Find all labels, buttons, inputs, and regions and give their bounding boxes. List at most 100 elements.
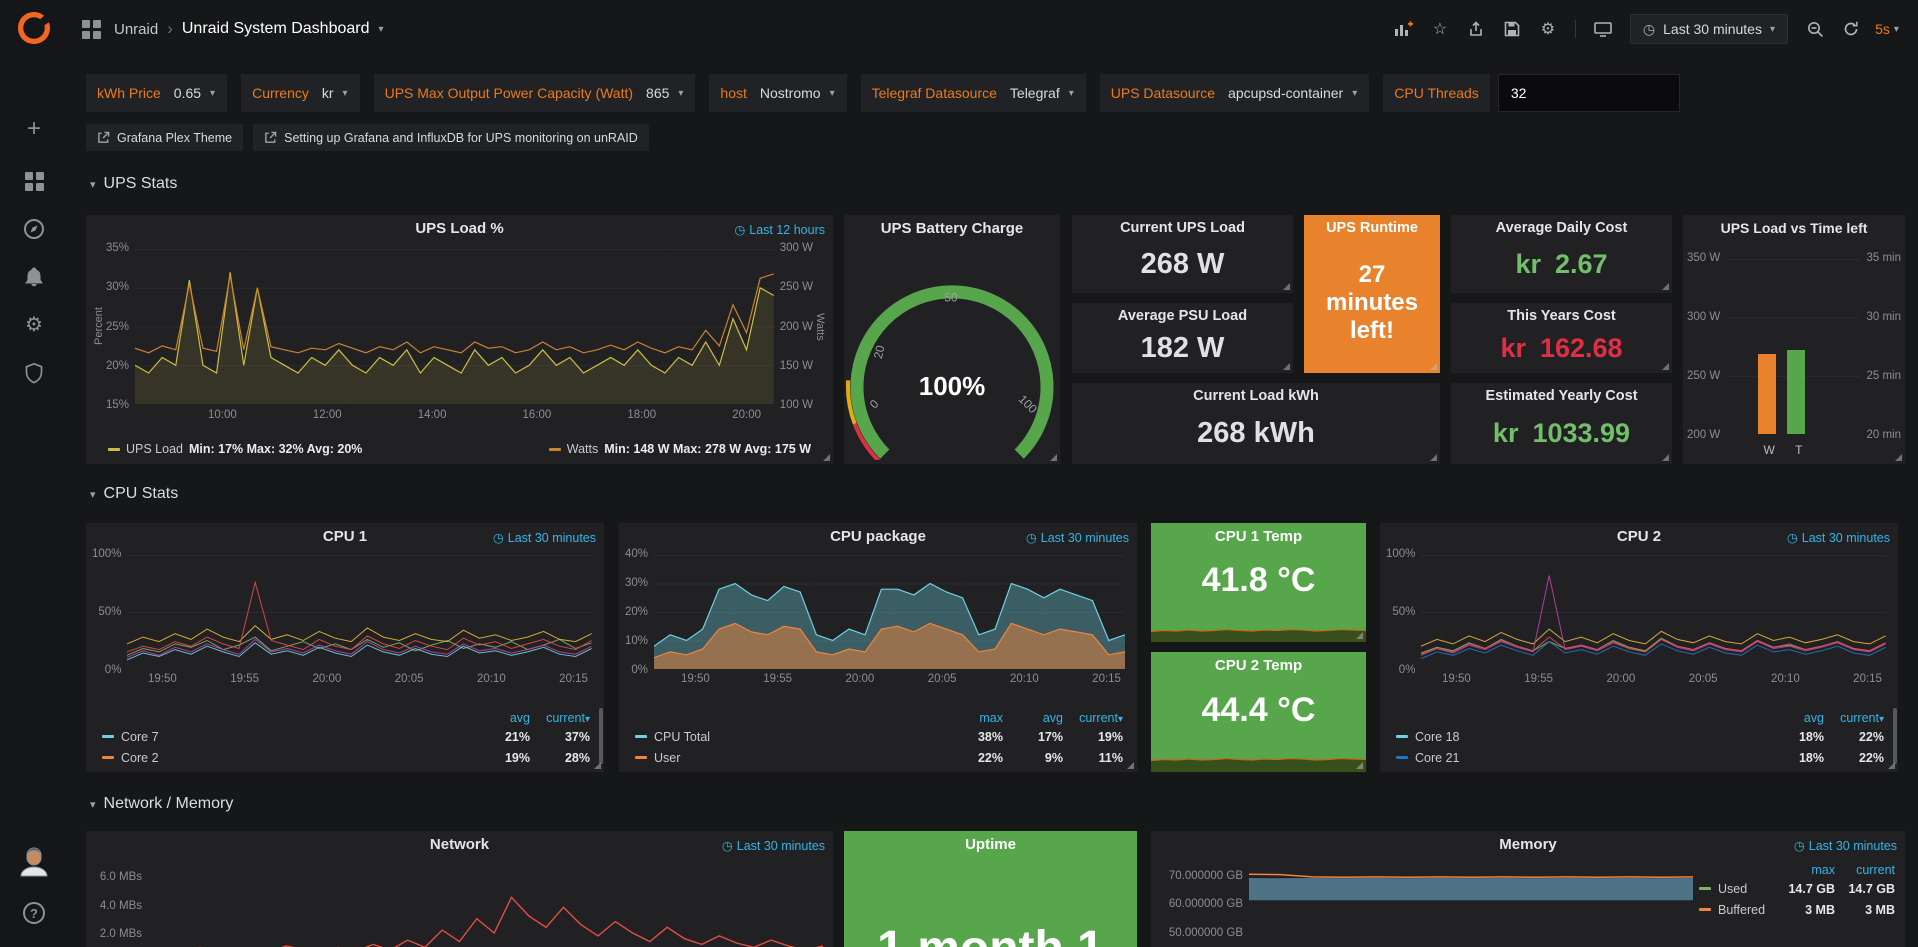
legend-series-name[interactable]: Core 18 (1396, 730, 1764, 744)
save-button[interactable] (1495, 14, 1529, 44)
panel-time-badge[interactable]: ◷ Last 30 minutes (1786, 530, 1890, 546)
legend-header-avg[interactable]: avg (1803, 710, 1824, 725)
dashboard-grid-icon[interactable] (82, 19, 101, 39)
legend-header-current[interactable]: current▾ (546, 710, 590, 725)
legend-series-name[interactable]: UPS Load (126, 442, 183, 456)
variable-telegraf-datasource[interactable]: Telegraf Datasource Telegraf ▾ (860, 74, 1086, 112)
panel-title[interactable]: UPS Runtime (1326, 220, 1418, 236)
variable-host[interactable]: host Nostromo ▾ (709, 74, 847, 112)
explore-compass-icon[interactable] (0, 212, 68, 246)
variable-label: CPU Threads (1383, 74, 1490, 112)
zoom-out-button[interactable] (1798, 14, 1832, 44)
legend-scrollbar[interactable] (1893, 708, 1897, 764)
panel-title[interactable]: CPU 2 (1616, 527, 1662, 545)
panel-current-ups-load: Current UPS Load 268 W (1072, 215, 1293, 293)
share-button[interactable] (1459, 14, 1493, 44)
link-grafana-plex-theme[interactable]: Grafana Plex Theme (86, 124, 244, 151)
panel-title[interactable]: Average PSU Load (1117, 308, 1248, 324)
legend-series-name[interactable]: Core 7 (102, 730, 470, 744)
legend-series-name[interactable]: Used (1699, 882, 1775, 896)
panel-ups-load-vs-time-left: UPS Load vs Time left 350 W 300 W 250 W 200… (1683, 215, 1905, 464)
section-header-network-memory[interactable]: ▾ Network / Memory (90, 795, 234, 812)
panel-title[interactable]: CPU 1 (322, 527, 368, 545)
variable-ups-datasource[interactable]: UPS Datasource apcupsd-container ▾ (1099, 74, 1370, 112)
legend-header-avg[interactable]: avg (1042, 710, 1063, 725)
panel-time-badge[interactable]: ◷ Last 30 minutes (1793, 838, 1897, 854)
panel-time-badge[interactable]: ◷ Last 12 hours (734, 222, 825, 238)
sort-caret-icon: ▾ (1878, 713, 1884, 725)
grafana-logo-icon[interactable] (14, 8, 54, 48)
panel-title[interactable]: UPS Load vs Time left (1720, 220, 1868, 236)
link-ups-monitoring-guide[interactable]: Setting up Grafana and InfluxDB for UPS … (253, 124, 649, 151)
legend-header-current[interactable]: current▾ (1840, 710, 1884, 725)
panel-time-badge[interactable]: ◷ Last 30 minutes (492, 530, 596, 546)
top-nav-actions: ☆ ⚙ ◷ Last 30 minutes ▾ (1387, 14, 1904, 44)
panel-title[interactable]: Average Daily Cost (1495, 220, 1628, 236)
variable-currency[interactable]: Currency kr ▾ (241, 74, 360, 112)
legend-series-name[interactable]: Watts (566, 442, 599, 456)
refresh-button[interactable] (1834, 14, 1868, 44)
panel-title[interactable]: Current Load kWh (1193, 388, 1319, 404)
stat-value: 27 minutes left! (1325, 260, 1418, 345)
alerting-bell-icon[interactable] (0, 260, 68, 294)
legend-series-name[interactable]: User (635, 751, 943, 765)
section-header-cpu-stats[interactable]: ▾ CPU Stats (90, 485, 179, 502)
dashboard-settings-gear-icon[interactable]: ⚙ (1540, 21, 1556, 38)
breadcrumb-folder[interactable]: Unraid (114, 20, 159, 38)
legend-header-max[interactable]: max (979, 710, 1003, 725)
panel-title[interactable]: Network (429, 835, 490, 853)
panel-title[interactable]: This Years Cost (1507, 308, 1616, 324)
legend-scrollbar[interactable] (599, 708, 603, 764)
ups-bars-chart[interactable] (1726, 259, 1861, 434)
section-header-ups-stats[interactable]: ▾ UPS Stats (90, 175, 178, 192)
panel-title[interactable]: CPU 1 Temp (1214, 527, 1303, 545)
panel-time-badge[interactable]: ◷ Last 30 minutes (1025, 530, 1129, 546)
panel-title[interactable]: UPS Load % (415, 219, 504, 237)
panel-time-badge[interactable]: ◷ Last 30 minutes (721, 838, 825, 854)
panel-memory: Memory ◷ Last 30 minutes 70.000000 GB 60.… (1151, 831, 1905, 947)
battery-gauge[interactable]: 0 20 50 100 (844, 245, 1060, 462)
legend: max current Used 14.7 GB 14.7 GB Buffered … (1699, 861, 1895, 920)
panel-title[interactable]: Uptime (965, 835, 1016, 853)
legend-header-current[interactable]: current▾ (1079, 710, 1123, 725)
cpu2-temp-sparkline (1151, 742, 1366, 772)
help-icon[interactable]: ? (0, 896, 68, 930)
legend-series-name[interactable]: CPU Total (635, 730, 943, 744)
ups-load-chart[interactable] (135, 249, 774, 404)
cpu1-chart[interactable] (127, 555, 592, 669)
panel-ups-runtime: UPS Runtime 27 minutes left! (1304, 215, 1440, 373)
legend-series-name[interactable]: Buffered (1699, 903, 1775, 917)
panel-title[interactable]: CPU package (830, 527, 926, 545)
refresh-interval-dropdown[interactable]: 5s ▾ (1875, 21, 1899, 37)
legend-header-max[interactable]: max (1811, 862, 1835, 877)
legend-header-current[interactable]: current (1856, 862, 1895, 877)
admin-shield-icon[interactable] (0, 356, 68, 390)
star-button[interactable]: ☆ (1432, 21, 1448, 38)
memory-chart[interactable] (1249, 859, 1693, 947)
configuration-gear-icon[interactable]: ⚙ (25, 314, 43, 336)
time-range-picker[interactable]: ◷ Last 30 minutes ▾ (1629, 14, 1788, 44)
cpu-package-chart[interactable] (654, 555, 1125, 669)
legend-series-name[interactable]: Core 21 (1396, 751, 1764, 765)
panel-title[interactable]: Current UPS Load (1120, 220, 1245, 236)
cpu2-chart[interactable] (1421, 555, 1886, 669)
caret-down-icon[interactable]: ▾ (378, 23, 384, 35)
variable-ups-max-watt[interactable]: UPS Max Output Power Capacity (Watt) 865… (373, 74, 696, 112)
cpu-threads-input[interactable] (1497, 74, 1680, 112)
add-panel-button[interactable] (1387, 14, 1421, 44)
panel-title[interactable]: Memory (1499, 835, 1557, 853)
network-chart[interactable] (148, 863, 823, 947)
legend-row: Used 14.7 GB 14.7 GB (1699, 878, 1895, 899)
panel-title[interactable]: CPU 2 Temp (1214, 656, 1303, 674)
user-avatar[interactable] (0, 844, 68, 880)
tv-cycle-button[interactable] (1586, 14, 1620, 44)
legend-row: Core 21 18% 22% (1396, 747, 1884, 768)
legend-header-avg[interactable]: avg (509, 710, 530, 725)
panel-title[interactable]: Estimated Yearly Cost (1485, 388, 1638, 404)
add-icon[interactable]: + (26, 115, 41, 142)
variable-kwh-price[interactable]: kWh Price 0.65 ▾ (86, 74, 228, 112)
breadcrumb-dashboard-title[interactable]: Unraid System Dashboard (181, 20, 370, 37)
panel-title[interactable]: UPS Battery Charge (880, 219, 1024, 237)
dashboards-icon[interactable] (0, 164, 68, 198)
legend-series-name[interactable]: Core 2 (102, 751, 470, 765)
